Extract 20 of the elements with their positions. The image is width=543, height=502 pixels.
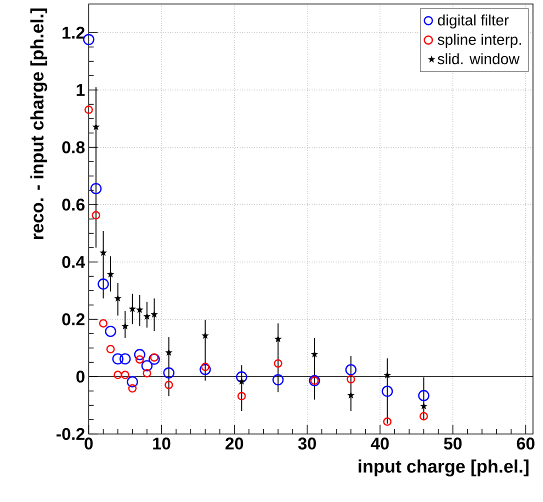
x-axis-title: input charge [ph.el.] xyxy=(358,460,528,476)
y-tick-label: 0.8 xyxy=(62,141,85,154)
x-tick-label: 20 xyxy=(226,438,244,450)
y-tick-label: 0.2 xyxy=(62,313,84,326)
y-tick-label: 0.6 xyxy=(62,198,85,211)
y-tick-label: -0.2 xyxy=(56,428,84,440)
x-tick-label: 0 xyxy=(84,438,93,450)
legend-label: digital filter xyxy=(438,14,509,28)
x-tick-label: 30 xyxy=(298,438,316,450)
x-tick-label: 10 xyxy=(153,438,170,450)
legend-label: slid. window xyxy=(438,53,520,64)
y-tick-label: 0 xyxy=(76,370,84,383)
x-tick-label: 50 xyxy=(444,438,462,450)
x-tick-label: 60 xyxy=(516,438,534,450)
y-axis-title: reco. - input charge [ph.el.] xyxy=(30,8,48,240)
legend-label: spline interp. xyxy=(438,34,521,48)
y-tick-label: 1.2 xyxy=(62,26,84,39)
y-tick-label: 1 xyxy=(76,84,85,96)
x-tick-label: 40 xyxy=(370,438,389,450)
y-tick-label: 0.4 xyxy=(62,256,86,268)
